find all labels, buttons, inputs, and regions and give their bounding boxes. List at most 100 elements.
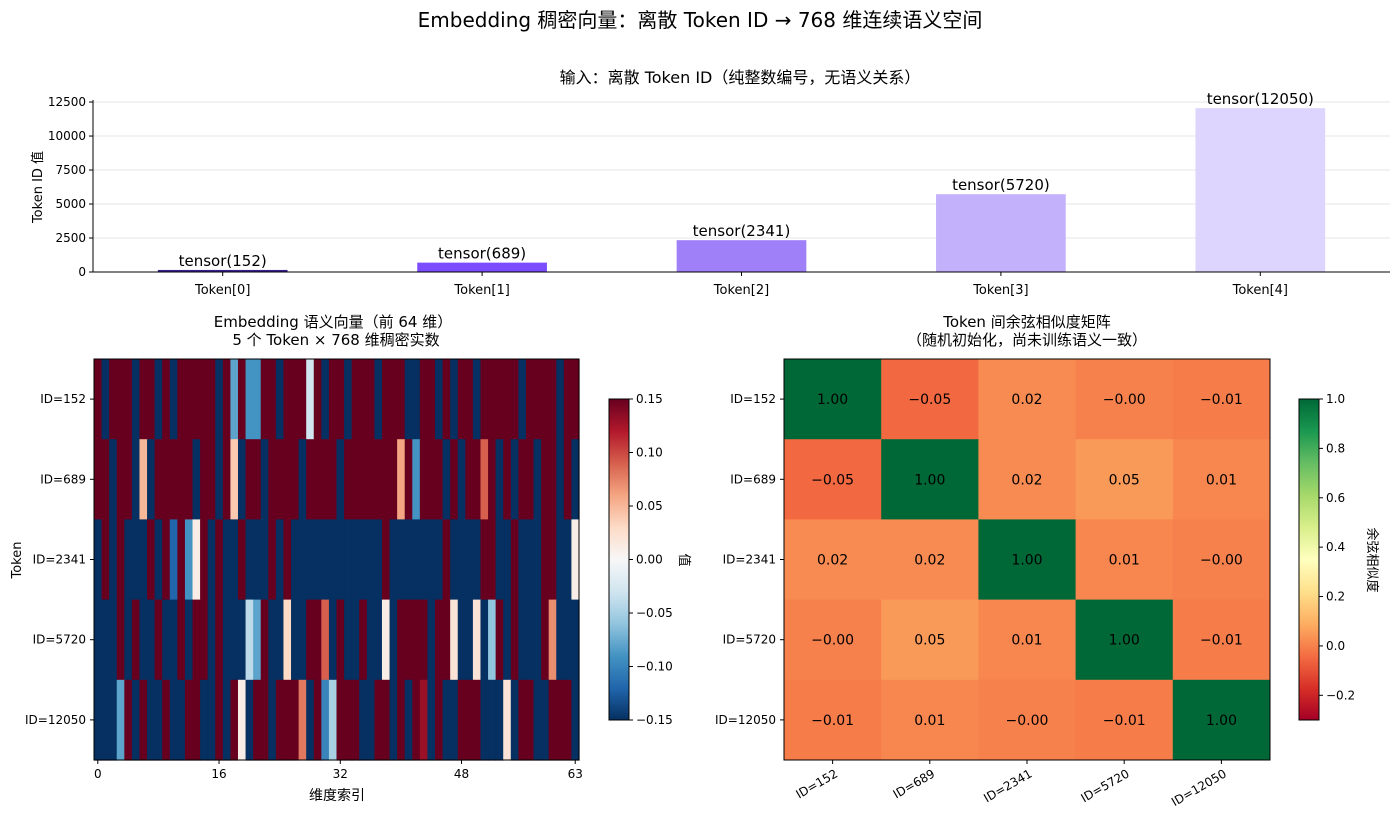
embedding-cell bbox=[298, 679, 307, 761]
embedding-cell bbox=[253, 599, 262, 681]
embedding-cell bbox=[169, 359, 178, 440]
similarity-cell-label: 0.02 bbox=[914, 553, 945, 569]
embedding-cell bbox=[412, 439, 421, 520]
embedding-cell bbox=[457, 519, 466, 601]
embedding-cell bbox=[154, 439, 163, 520]
embedding-x-tick-label: 63 bbox=[568, 767, 583, 781]
embedding-cell bbox=[184, 519, 194, 601]
embedding-cell bbox=[412, 599, 421, 681]
similarity-colorbar-tick-label: 1.0 bbox=[1326, 392, 1345, 406]
embedding-cell bbox=[571, 519, 580, 601]
embedding-cell bbox=[510, 599, 519, 681]
embedding-cell bbox=[230, 439, 239, 520]
embedding-cell bbox=[101, 679, 110, 761]
embedding-cell bbox=[366, 359, 375, 440]
similarity-y-tick-label: ID=12050 bbox=[715, 713, 776, 727]
embedding-cell bbox=[359, 679, 368, 761]
bar-value-label: tensor(5720) bbox=[952, 176, 1050, 194]
embedding-cell bbox=[245, 519, 254, 601]
embedding-cell bbox=[548, 599, 557, 681]
embedding-cell bbox=[177, 519, 186, 601]
embedding-cell bbox=[215, 599, 224, 681]
embedding-cell bbox=[321, 679, 330, 761]
embedding-cell bbox=[465, 679, 474, 761]
embedding-colorbar-tick-label: −0.15 bbox=[636, 713, 673, 727]
similarity-heatmap-cells: 1.00 −0.05 0.02 −0.00 −0.01 −0.05 1.00 0.02 0.05… bbox=[784, 359, 1271, 761]
embedding-cell bbox=[237, 519, 247, 601]
embedding-cell bbox=[245, 599, 254, 681]
embedding-cell bbox=[147, 599, 156, 681]
embedding-cell bbox=[450, 439, 459, 520]
embedding-cell bbox=[222, 359, 232, 440]
embedding-cell bbox=[366, 519, 375, 601]
similarity-colorbar-tick-label: −0.2 bbox=[1326, 688, 1355, 702]
embedding-cell bbox=[291, 679, 300, 761]
similarity-x-tick-label: ID=5720 bbox=[1078, 766, 1131, 805]
embedding-cell bbox=[154, 519, 163, 601]
bar-value-label: tensor(152) bbox=[179, 252, 267, 270]
similarity-cell-label: −0.00 bbox=[811, 633, 854, 649]
embedding-cell bbox=[283, 519, 292, 601]
embedding-cell bbox=[200, 359, 209, 440]
embedding-cell bbox=[563, 439, 573, 520]
embedding-cell bbox=[442, 679, 451, 761]
embedding-cell bbox=[488, 519, 497, 601]
embedding-cell bbox=[313, 599, 322, 681]
embedding-cell bbox=[321, 359, 330, 440]
embedding-cell bbox=[230, 519, 239, 601]
similarity-cell-label: 0.02 bbox=[817, 553, 848, 569]
embedding-cell bbox=[253, 439, 262, 520]
embedding-cell bbox=[260, 519, 269, 601]
embedding-cell bbox=[397, 519, 406, 601]
similarity-cell bbox=[784, 359, 882, 440]
embedding-cell bbox=[200, 679, 209, 761]
embedding-cell bbox=[472, 679, 482, 761]
embedding-cell bbox=[359, 359, 368, 440]
embedding-cell bbox=[109, 599, 118, 681]
similarity-cell bbox=[1075, 439, 1174, 520]
embedding-cell bbox=[268, 519, 277, 601]
embedding-cell bbox=[131, 359, 141, 440]
embedding-cell bbox=[184, 359, 194, 440]
embedding-cell bbox=[253, 679, 262, 761]
embedding-cell bbox=[116, 359, 125, 440]
embedding-cell bbox=[162, 519, 171, 601]
bar-chart-gridlines bbox=[93, 101, 1390, 239]
embedding-cell bbox=[344, 359, 353, 440]
embedding-cell bbox=[344, 599, 353, 681]
embedding-cell bbox=[359, 599, 368, 681]
embedding-cell bbox=[336, 439, 345, 520]
similarity-cell bbox=[978, 599, 1077, 681]
embedding-heatmap-y-ticks: ID=152 ID=689 ID=2341 ID=5720 ID=12050 bbox=[25, 392, 94, 727]
embedding-cell bbox=[450, 519, 459, 601]
embedding-cell bbox=[435, 519, 444, 601]
embedding-cell bbox=[192, 599, 201, 681]
similarity-cell bbox=[978, 439, 1077, 520]
embedding-cell bbox=[344, 519, 353, 601]
bar-chart-bars bbox=[157, 108, 1326, 272]
embedding-cell bbox=[283, 439, 292, 520]
embedding-cell bbox=[275, 439, 285, 520]
bar-chart-y-ticks: 0 2500 5000 7500 10000 12500 bbox=[48, 95, 93, 279]
bar-chart-title: 输入：离散 Token ID（纯整数编号，无语义关系） bbox=[560, 68, 921, 87]
embedding-cell bbox=[268, 679, 277, 761]
embedding-cell bbox=[548, 439, 557, 520]
embedding-cell bbox=[548, 359, 557, 440]
embedding-cell bbox=[548, 679, 557, 761]
embedding-cell bbox=[472, 359, 482, 440]
bar-value-label: tensor(2341) bbox=[693, 222, 791, 240]
embedding-cell bbox=[328, 519, 338, 601]
embedding-cell bbox=[525, 439, 535, 520]
embedding-cell bbox=[207, 439, 216, 520]
embedding-cell bbox=[480, 359, 489, 440]
embedding-cell bbox=[450, 679, 459, 761]
embedding-cell bbox=[571, 439, 580, 520]
embedding-cell bbox=[237, 679, 247, 761]
embedding-cell bbox=[533, 679, 542, 761]
embedding-cell bbox=[253, 519, 262, 601]
bar-y-tick-label: 7500 bbox=[55, 163, 86, 177]
bar bbox=[676, 240, 807, 272]
similarity-cell bbox=[1172, 359, 1271, 440]
embedding-heatmap-title: Embedding 语义向量（前 64 维） bbox=[214, 313, 452, 331]
embedding-cell bbox=[556, 359, 565, 440]
